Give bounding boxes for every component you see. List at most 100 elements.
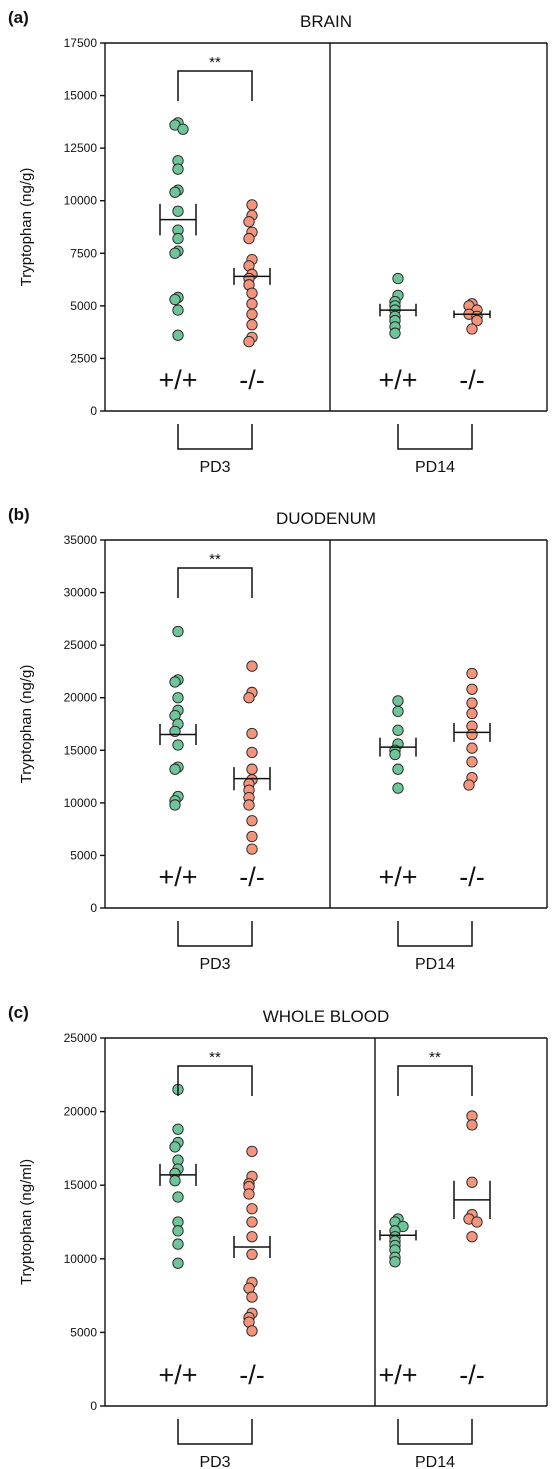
y-tick-label: 0 [90,1399,97,1413]
y-tick-label: 15000 [64,743,98,757]
data-point [389,327,401,339]
age-label: PD3 [199,459,230,476]
y-tick-label: 2500 [70,351,97,365]
y-axis-label: Tryptophan (ng/g) [18,168,35,287]
age-bracket [177,1419,253,1445]
data-point [466,1119,478,1131]
data-point [392,782,404,794]
data-point [471,1216,483,1228]
data-point [463,779,475,791]
data-point [392,705,404,718]
genotype-label: -/- [239,1360,264,1390]
y-tick-label: 5000 [70,848,97,862]
y-tick-label: 5000 [70,1325,97,1339]
data-point [169,293,181,306]
data-point [389,748,401,761]
data-point [466,323,478,335]
data-point [466,1231,478,1243]
y-tick-label: 0 [90,404,97,418]
age-label: PD3 [199,956,230,973]
y-tick-label: 30000 [64,586,98,600]
data-point [466,697,478,709]
data-point [177,123,189,135]
age-bracket [177,921,253,947]
data-point [246,815,258,827]
data-point [172,1191,184,1203]
significance-label: ** [209,551,221,568]
age-label: PD14 [415,956,455,973]
age-bracket [397,1419,473,1445]
data-point [243,335,255,348]
genotype-label: +/+ [378,1360,417,1390]
data-point [172,205,184,217]
y-tick-label: 20000 [64,1105,98,1119]
data-point [392,272,404,285]
data-point [246,308,258,320]
data-point [246,298,258,310]
data-point [466,667,478,680]
data-point [466,683,478,695]
data-point [246,763,258,775]
data-point [466,742,478,754]
data-point [169,247,181,259]
panel-a: (a) BRAIN Tryptophan (ng/g) 0 2500 5000 7500 10… [8,8,548,476]
data-point [246,199,258,211]
data-point [246,1291,258,1303]
data-point [246,746,258,759]
y-tick-label: 15000 [64,1178,98,1192]
significance-bracket [177,1065,253,1096]
y-tick-label: 35000 [64,533,98,547]
panel-title: BRAIN [300,12,352,31]
panel-c: (c) WHOLE BLOOD Tryptophan (ng/ml) 0 5000 100… [8,1003,548,1469]
data-point [243,799,255,811]
data-point [169,1141,181,1153]
data-point [246,1248,258,1261]
genotype-label: +/+ [158,1360,197,1390]
panel-letter: (b) [8,505,30,524]
y-tick-label: 10000 [64,194,98,208]
age-bracket [177,424,253,450]
y-tick-label: 25000 [64,1031,98,1045]
y-tick-label: 17500 [64,36,98,50]
genotype-label: -/- [459,1360,484,1390]
data-point [172,1238,184,1250]
data-point [172,329,184,341]
data-point [246,1325,258,1337]
data-point [466,1176,478,1188]
panel-title: DUODENUM [276,509,376,528]
age-label: PD3 [199,1454,230,1469]
data-point [389,1256,401,1268]
data-point [243,692,255,704]
data-point [466,728,478,741]
data-point [246,1203,258,1215]
y-tick-label: 12500 [64,141,98,155]
y-axis-label: Tryptophan (ng/g) [18,665,35,784]
data-point [172,1257,184,1269]
data-point [172,304,184,316]
data-point [466,707,478,720]
data-point [172,232,184,245]
y-tick-label: 20000 [64,691,98,705]
significance-bracket [177,70,253,101]
data-point [243,1188,255,1200]
data-point [246,287,258,299]
y-tick-label: 25000 [64,638,98,652]
data-point [246,843,258,855]
data-point [172,739,184,751]
genotype-label: +/+ [378,862,417,892]
y-axis-label: Tryptophan (ng/ml) [18,1159,35,1285]
data-point [169,763,181,775]
data-point [246,830,258,843]
data-point [172,1225,184,1237]
age-label: PD14 [415,459,455,476]
y-tick-label: 10000 [64,1252,98,1266]
significance-label: ** [209,1049,221,1066]
age-bracket [397,424,473,450]
data-point [246,727,258,740]
data-point [246,1231,258,1243]
genotype-label: +/+ [158,365,197,395]
panel-letter: (c) [8,1003,29,1022]
data-point [243,232,255,245]
data-point [172,1123,184,1135]
